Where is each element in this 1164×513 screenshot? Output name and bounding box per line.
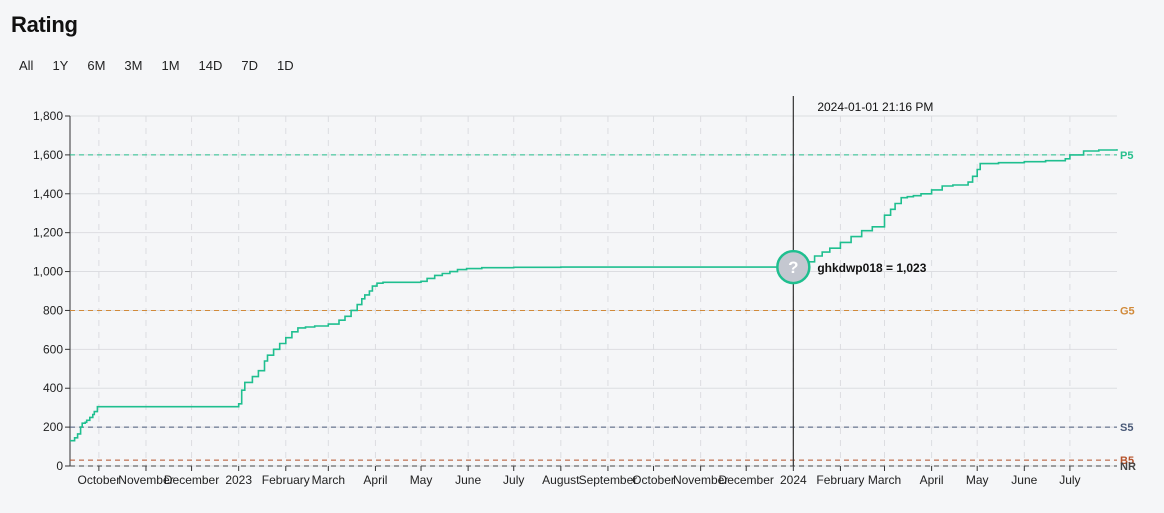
x-tick-label: February <box>262 473 310 487</box>
range-button-3m[interactable]: 3M <box>117 56 149 75</box>
y-tick-label: 800 <box>43 303 63 317</box>
question-mark-icon: ? <box>788 258 798 277</box>
x-tick-label: October <box>78 473 121 487</box>
range-button-all[interactable]: All <box>12 56 40 75</box>
range-button-1d[interactable]: 1D <box>270 56 301 75</box>
threshold-label-nr: NR <box>1120 461 1136 473</box>
y-tick-label: 200 <box>43 420 63 434</box>
y-tick-label: 1,400 <box>33 187 63 201</box>
range-button-7d[interactable]: 7D <box>234 56 265 75</box>
y-tick-label: 400 <box>43 381 63 395</box>
hover-value-label: ghkdwp018 = 1,023 <box>817 261 926 275</box>
range-button-14d[interactable]: 14D <box>192 56 230 75</box>
x-tick-label: June <box>455 473 481 487</box>
y-tick-label: 1,600 <box>33 148 63 162</box>
x-tick-label: November <box>673 473 728 487</box>
x-tick-label: December <box>164 473 219 487</box>
threshold-label-p5: P5 <box>1120 150 1133 162</box>
x-tick-label: April <box>363 473 387 487</box>
x-tick-label: June <box>1011 473 1037 487</box>
range-button-6m[interactable]: 6M <box>80 56 112 75</box>
x-tick-label: August <box>542 473 580 487</box>
range-button-1y[interactable]: 1Y <box>45 56 75 75</box>
page-title: Rating <box>11 12 78 37</box>
rating-line <box>70 149 1118 442</box>
x-tick-label: September <box>579 473 638 487</box>
hover-date-label: 2024-01-01 21:16 PM <box>817 100 933 114</box>
x-tick-label: July <box>1059 473 1080 487</box>
x-tick-label: December <box>719 473 774 487</box>
x-tick-label: April <box>920 473 944 487</box>
y-tick-label: 1,200 <box>33 226 63 240</box>
threshold-label-g5: G5 <box>1120 305 1135 317</box>
range-button-1m[interactable]: 1M <box>154 56 186 75</box>
x-tick-label: November <box>118 473 173 487</box>
x-tick-label: May <box>966 473 989 487</box>
y-tick-label: 600 <box>43 342 63 356</box>
x-tick-label: March <box>312 473 345 487</box>
y-tick-label: 1,000 <box>33 265 63 279</box>
hover-marker[interactable] <box>776 249 811 285</box>
threshold-label-s5: S5 <box>1120 422 1133 434</box>
x-tick-label: 2024 <box>780 473 807 487</box>
x-tick-label: 2023 <box>225 473 252 487</box>
x-tick-label: May <box>410 473 433 487</box>
x-tick-label: October <box>632 473 675 487</box>
y-tick-label: 1,800 <box>33 109 63 123</box>
x-tick-label: March <box>868 473 901 487</box>
range-selector: All 1Y 6M 3M 1M 14D 7D 1D <box>12 56 306 75</box>
x-tick-label: July <box>503 473 524 487</box>
y-tick-label: 0 <box>56 459 63 473</box>
x-tick-label: February <box>816 473 864 487</box>
threshold-label-b5: B5 <box>1120 455 1134 467</box>
